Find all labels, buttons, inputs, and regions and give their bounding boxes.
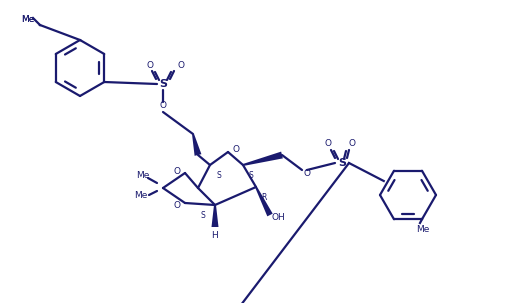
Text: H: H — [211, 231, 219, 239]
Text: O: O — [147, 62, 154, 71]
Polygon shape — [243, 152, 283, 166]
Text: OH: OH — [271, 214, 285, 222]
Text: S: S — [338, 158, 346, 168]
Text: O: O — [324, 139, 332, 148]
Polygon shape — [255, 187, 273, 216]
Text: O: O — [348, 139, 355, 148]
Text: O: O — [160, 101, 166, 109]
Text: S: S — [159, 79, 167, 89]
Text: S: S — [248, 171, 254, 179]
Text: Me: Me — [21, 15, 34, 25]
Text: O: O — [173, 167, 180, 175]
Text: O: O — [233, 145, 239, 155]
Text: Me: Me — [416, 225, 430, 234]
Text: Me: Me — [136, 171, 150, 181]
Text: R: R — [261, 192, 267, 201]
Text: O: O — [304, 168, 310, 178]
Polygon shape — [211, 205, 219, 227]
Text: O: O — [177, 62, 185, 71]
Text: Me: Me — [21, 15, 34, 25]
Polygon shape — [192, 134, 201, 156]
Text: O: O — [173, 201, 180, 209]
Text: Me: Me — [134, 191, 148, 201]
Text: S: S — [216, 171, 222, 179]
Text: S: S — [201, 211, 205, 219]
